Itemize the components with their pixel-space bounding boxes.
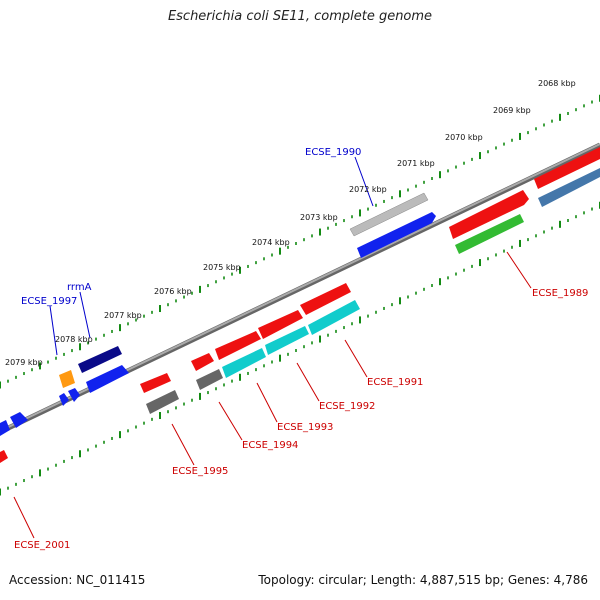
leader-ECSE_1989	[506, 251, 532, 289]
gene-red-1991[interactable]	[300, 283, 351, 315]
label-ECSE_1997[interactable]: ECSE_1997	[21, 296, 77, 307]
kbp-tick-label: 2071 kbp	[397, 159, 435, 168]
gene-red-1994[interactable]	[191, 353, 214, 371]
label-ECSE_1994[interactable]: ECSE_1994	[242, 440, 298, 451]
label-ECSE_1992[interactable]: ECSE_1992	[319, 401, 375, 412]
leader-ECSE_1995	[171, 423, 195, 466]
label-ECSE_1991[interactable]: ECSE_1991	[367, 377, 423, 388]
leader-ECSE_2001	[13, 496, 35, 539]
gene-small-blue-a[interactable]	[59, 393, 69, 406]
gene-grey-1994[interactable]	[196, 369, 223, 390]
gene-red-2001[interactable]	[0, 450, 8, 463]
leader-ECSE_1997	[49, 305, 58, 356]
tick-labels: 2068 kbp 2069 kbp 2070 kbp 2071 kbp 2072 kbp…	[5, 79, 576, 367]
genome-summary-text: Topology: circular; Length: 4,887,515 bp…	[258, 573, 588, 587]
kbp-tick-label: 2068 kbp	[538, 79, 576, 88]
label-ECSE_1990[interactable]: ECSE_1990	[305, 147, 361, 158]
kbp-tick-label: 2077 kbp	[104, 311, 142, 320]
gene-ECSE_1990-silver[interactable]	[349, 192, 429, 237]
kbp-tick-label: 2070 kbp	[445, 133, 483, 142]
gene-cyan-1991[interactable]	[308, 300, 360, 335]
kbp-tick-label: 2069 kbp	[493, 106, 531, 115]
gene-small-blue-c[interactable]	[10, 412, 28, 428]
leader-ECSE_1990	[354, 156, 374, 207]
gene-green[interactable]	[455, 214, 524, 254]
leader-ECSE_1993	[256, 382, 278, 423]
label-ECSE_1993[interactable]: ECSE_1993	[277, 422, 333, 433]
gene-grey-1995[interactable]	[146, 390, 179, 414]
gene-red-1995[interactable]	[140, 373, 171, 393]
feature-labels: ECSE_1990 rrmA ECSE_1997 ECSE_1989 ECSE_…	[14, 147, 588, 551]
label-ECSE_1989[interactable]: ECSE_1989	[532, 288, 588, 299]
gene-cyan-1993[interactable]	[222, 348, 266, 378]
leader-rrmA	[79, 291, 91, 339]
label-ECSE_2001[interactable]: ECSE_2001	[14, 540, 70, 551]
kbp-tick-label: 2076 kbp	[154, 287, 192, 296]
leader-lines	[13, 156, 532, 539]
gene-rrmA-blue[interactable]	[86, 365, 129, 393]
leader-ECSE_1994	[218, 401, 243, 441]
gene-small-blue-d[interactable]	[0, 420, 10, 436]
kbp-tick-label: 2072 kbp	[349, 185, 387, 194]
gene-cyan-1992[interactable]	[265, 326, 309, 355]
label-rrmA[interactable]: rrmA	[67, 282, 92, 293]
leader-ECSE_1992	[296, 362, 320, 402]
gene-small-blue-b[interactable]	[68, 388, 80, 402]
map-title: Escherichia coli SE11, complete genome	[167, 9, 433, 24]
gene-orange[interactable]	[59, 370, 75, 388]
leader-ECSE_1991	[344, 339, 368, 378]
gene-rrmA-navy[interactable]	[78, 346, 122, 373]
label-ECSE_1995[interactable]: ECSE_1995	[172, 466, 228, 477]
gene-red-top[interactable]	[534, 147, 600, 189]
gene-steel[interactable]	[538, 168, 600, 207]
kbp-tick-label: 2078 kbp	[55, 335, 93, 344]
gene-blue-1990[interactable]	[357, 212, 436, 258]
gene-red-1993[interactable]	[215, 331, 261, 360]
kbp-tick-label: 2079 kbp	[5, 358, 43, 367]
gene-red-1989[interactable]	[449, 190, 529, 239]
gene-red-1992[interactable]	[258, 310, 303, 339]
kbp-tick-label: 2075 kbp	[203, 263, 241, 272]
feature-layer	[0, 147, 600, 463]
tick-layer	[0, 94, 600, 496]
kbp-tick-label: 2073 kbp	[300, 213, 338, 222]
kbp-tick-label: 2074 kbp	[252, 238, 290, 247]
accession-text: Accession: NC_011415	[9, 573, 146, 587]
